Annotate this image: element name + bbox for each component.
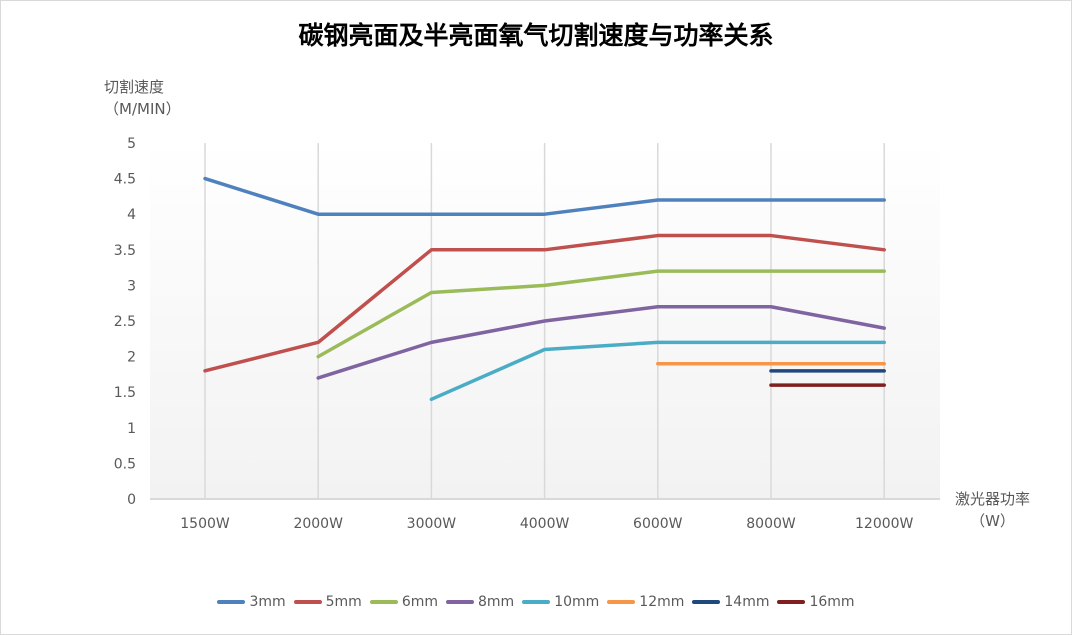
legend-item-10mm: 10mm xyxy=(522,594,599,610)
legend-swatch xyxy=(369,600,398,604)
legend-swatch xyxy=(692,600,721,604)
y-tick-label: 0.5 xyxy=(114,456,136,472)
y-tick-label: 2.5 xyxy=(114,314,136,330)
y-tick-label: 3.5 xyxy=(114,243,136,259)
y-tick-label: 5 xyxy=(127,136,136,152)
legend-item-16mm: 16mm xyxy=(777,594,855,610)
y-tick-label: 0 xyxy=(127,492,136,508)
series-line-3mm xyxy=(203,176,886,216)
x-axis-label-line1: 激光器功率 xyxy=(955,490,1031,508)
x-tick-label: 12000W xyxy=(855,516,914,532)
legend-swatch xyxy=(607,600,636,604)
legend-label: 16mm xyxy=(809,594,855,610)
y-tick-label: 2 xyxy=(127,350,136,366)
series-line-8mm xyxy=(316,305,886,380)
x-tick-label: 3000W xyxy=(407,516,457,532)
y-axis-label-line2: （M/MIN） xyxy=(104,100,181,118)
legend-item-14mm: 14mm xyxy=(692,594,769,610)
x-axis-label-line2: （W） xyxy=(970,512,1015,530)
legend-item-8mm: 8mm xyxy=(446,594,514,610)
y-tick-label: 3 xyxy=(127,278,136,294)
legend-swatch xyxy=(217,600,246,604)
legend-item-6mm: 6mm xyxy=(369,594,438,610)
x-tick-label: 2000W xyxy=(293,516,343,532)
legend-swatch xyxy=(446,600,474,604)
legend-item-5mm: 5mm xyxy=(293,594,362,610)
legend-swatch xyxy=(522,600,551,604)
y-axis-label-line1: 切割速度 xyxy=(104,78,165,96)
legend-label: 12mm xyxy=(639,594,685,610)
x-tick-label: 6000W xyxy=(633,516,683,532)
y-tick-label: 1.5 xyxy=(114,385,136,401)
y-tick-label: 1 xyxy=(127,421,136,437)
legend-label: 14mm xyxy=(724,594,770,610)
legend-swatch xyxy=(293,600,322,604)
series-line-10mm xyxy=(429,340,886,402)
x-tick-label: 4000W xyxy=(520,516,570,532)
x-tick-label: 8000W xyxy=(746,516,796,532)
legend-label: 5mm xyxy=(325,594,362,610)
y-tick-label: 4 xyxy=(127,207,136,223)
legend-label: 3mm xyxy=(249,594,286,610)
series-line-6mm xyxy=(316,269,886,359)
x-axis-label: 激光器功率 （W） xyxy=(955,488,1030,532)
legend-item-3mm: 3mm xyxy=(217,594,286,610)
chart-title: 碳钢亮面及半亮面氧气切割速度与功率关系 xyxy=(298,21,774,50)
y-axis-label: 切割速度 （M/MIN） xyxy=(104,76,181,120)
legend-swatch xyxy=(777,600,806,604)
legend-label: 10mm xyxy=(554,594,600,610)
series-line-5mm xyxy=(203,233,886,373)
legend: 3mm 5mm 6mm 8mm 10mm 12mm 14mm 16mm xyxy=(0,594,1072,610)
legend-label: 8mm xyxy=(478,594,515,610)
y-tick-label: 4.5 xyxy=(114,172,136,188)
x-tick-label: 1500W xyxy=(180,516,230,532)
legend-item-12mm: 12mm xyxy=(607,594,684,610)
legend-label: 6mm xyxy=(401,594,438,610)
